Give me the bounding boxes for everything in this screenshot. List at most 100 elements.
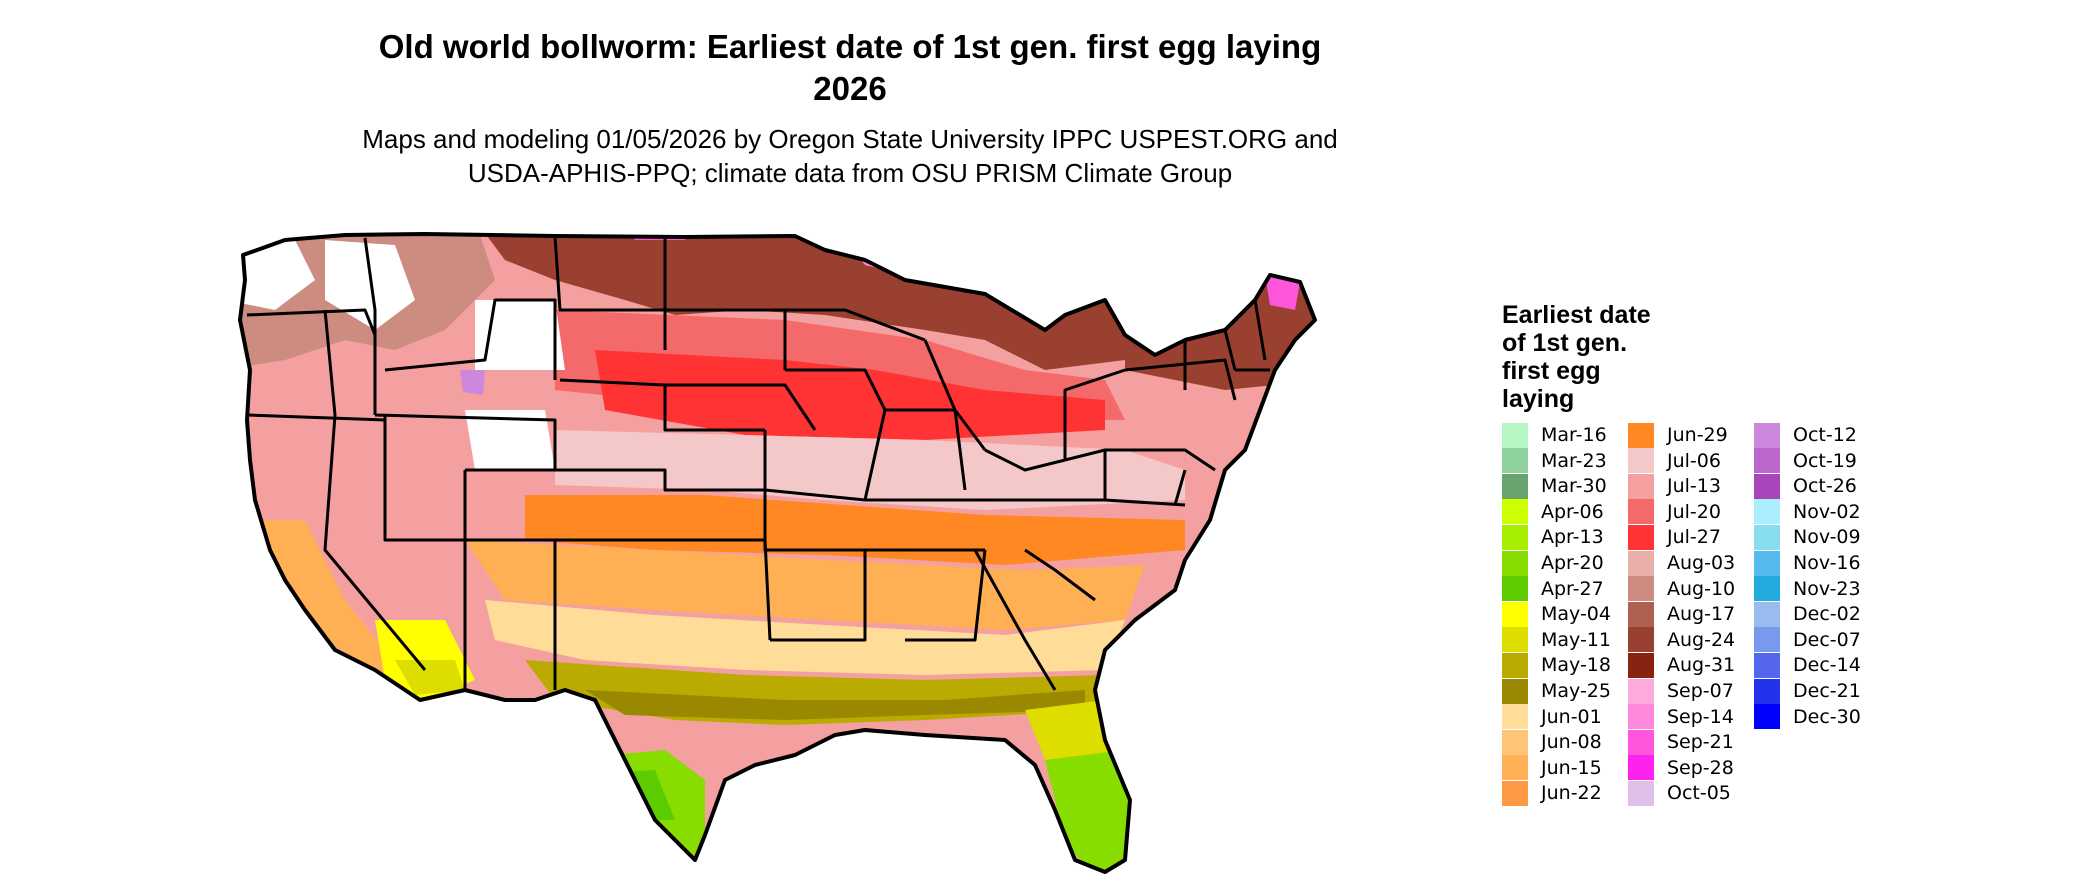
legend-item: Oct-19 — [1754, 448, 1857, 474]
legend-label: Jul-06 — [1667, 449, 1721, 472]
us-map — [238, 232, 1317, 874]
legend-item: Aug-31 — [1628, 652, 1735, 678]
legend-item: Nov-02 — [1754, 499, 1861, 525]
legend-label: Oct-05 — [1667, 782, 1731, 805]
legend-swatch — [1754, 601, 1780, 627]
legend-label: May-25 — [1541, 680, 1611, 702]
legend-title-line-4: laying — [1502, 385, 1575, 413]
legend-swatch — [1502, 448, 1528, 474]
legend-swatch — [1628, 729, 1654, 755]
map-subtitle: Maps and modeling 01/05/2026 by Oregon S… — [0, 122, 1700, 190]
legend-item: Jul-06 — [1628, 448, 1721, 474]
zone-light-orange — [465, 540, 1145, 630]
legend-swatch — [1502, 576, 1528, 602]
legend-label: Jul-27 — [1667, 526, 1721, 549]
legend-swatch — [1502, 524, 1528, 550]
legend-swatch — [1754, 448, 1780, 474]
legend-label: Jun-01 — [1541, 705, 1602, 728]
legend-label: Oct-26 — [1793, 475, 1857, 498]
legend-swatch — [1628, 499, 1654, 525]
legend-item: May-04 — [1502, 601, 1611, 627]
legend-label: May-11 — [1541, 628, 1611, 651]
legend-label: Jun-08 — [1541, 731, 1602, 754]
legend-item: Jul-13 — [1628, 473, 1721, 499]
legend-swatch — [1502, 627, 1528, 653]
legend-item: Jul-27 — [1628, 524, 1721, 550]
legend-label: Mar-16 — [1541, 424, 1607, 446]
legend-swatch — [1628, 780, 1654, 806]
legend-item: Nov-09 — [1754, 524, 1861, 550]
legend-item: Mar-30 — [1502, 473, 1607, 499]
legend-item: Apr-06 — [1502, 499, 1604, 525]
legend-label: Apr-27 — [1541, 577, 1604, 600]
legend-item: Sep-21 — [1628, 729, 1734, 755]
legend-item: Sep-07 — [1628, 678, 1734, 704]
legend-item: Dec-14 — [1754, 652, 1861, 678]
legend-swatch — [1754, 499, 1780, 525]
legend-label: Apr-20 — [1541, 552, 1604, 574]
legend-swatch — [1628, 652, 1654, 678]
legend-swatch — [1628, 524, 1654, 550]
legend-title: Earliest date of 1st gen. first egg layi… — [1502, 301, 1702, 413]
zone-desert-yellow-green — [395, 660, 465, 695]
legend-swatch — [1754, 524, 1780, 550]
legend-swatch — [1502, 704, 1528, 730]
legend-swatch — [1754, 550, 1780, 576]
legend-label: Aug-24 — [1667, 628, 1736, 651]
legend-label: Dec-21 — [1793, 680, 1861, 702]
legend-item: Jul-20 — [1628, 499, 1721, 525]
title-line-2: 2026 — [813, 70, 887, 107]
legend-title-line-3: first egg — [1502, 357, 1601, 385]
legend-label: Jul-20 — [1667, 500, 1721, 523]
legend-item: Mar-23 — [1502, 448, 1607, 474]
legend-item: Aug-24 — [1628, 627, 1735, 653]
legend-swatch — [1628, 473, 1654, 499]
zone-magenta-wy — [460, 370, 485, 395]
legend-label: Sep-14 — [1667, 705, 1734, 728]
legend-swatch — [1754, 576, 1780, 602]
legend-label: Dec-07 — [1793, 628, 1861, 651]
legend-label: Oct-12 — [1793, 424, 1857, 446]
title-line-1: Old world bollworm: Earliest date of 1st… — [378, 28, 1322, 65]
subtitle-line-2: USDA-APHIS-PPQ; climate data from OSU PR… — [467, 158, 1233, 188]
zone-florida-green — [1045, 750, 1135, 872]
legend-swatch — [1502, 601, 1528, 627]
legend-swatch — [1628, 755, 1654, 781]
legend-swatch — [1502, 755, 1528, 781]
legend-item: Nov-23 — [1754, 576, 1861, 602]
legend-swatch — [1628, 601, 1654, 627]
zone-magenta-maine — [1265, 275, 1300, 310]
legend-label: Mar-23 — [1541, 449, 1607, 472]
legend-item: Oct-26 — [1754, 473, 1857, 499]
legend-label: Apr-06 — [1541, 500, 1604, 523]
legend-label: Jul-13 — [1667, 475, 1721, 498]
legend-item: Dec-30 — [1754, 704, 1861, 730]
legend-label: May-04 — [1541, 603, 1611, 626]
legend-item: Nov-16 — [1754, 550, 1861, 576]
map-title: Old world bollworm: Earliest date of 1st… — [0, 26, 1700, 110]
legend-item: Jun-08 — [1502, 729, 1602, 755]
legend-label: Apr-13 — [1541, 526, 1604, 549]
legend-label: Jun-29 — [1667, 424, 1728, 446]
legend-swatch — [1754, 627, 1780, 653]
legend-label: Jun-15 — [1541, 756, 1602, 779]
no-data-idaho — [325, 240, 415, 330]
legend-label: Nov-16 — [1793, 552, 1861, 574]
legend-swatch — [1754, 652, 1780, 678]
zone-bright-red — [595, 350, 1105, 440]
legend-label: Aug-10 — [1667, 577, 1736, 600]
legend-swatch — [1502, 729, 1528, 755]
legend-label: May-18 — [1541, 654, 1611, 677]
legend-label: Jun-22 — [1541, 782, 1602, 805]
legend-item: Jun-01 — [1502, 704, 1602, 730]
legend-item: Dec-07 — [1754, 627, 1861, 653]
legend-item: Aug-10 — [1628, 576, 1735, 602]
legend-swatch — [1502, 550, 1528, 576]
legend-swatch — [1502, 678, 1528, 704]
legend-item: May-18 — [1502, 652, 1611, 678]
legend-item: Jun-22 — [1502, 780, 1602, 806]
legend-swatch — [1754, 473, 1780, 499]
legend-swatch — [1628, 576, 1654, 602]
legend-swatch — [1754, 704, 1780, 730]
state-boundaries — [246, 235, 1270, 691]
